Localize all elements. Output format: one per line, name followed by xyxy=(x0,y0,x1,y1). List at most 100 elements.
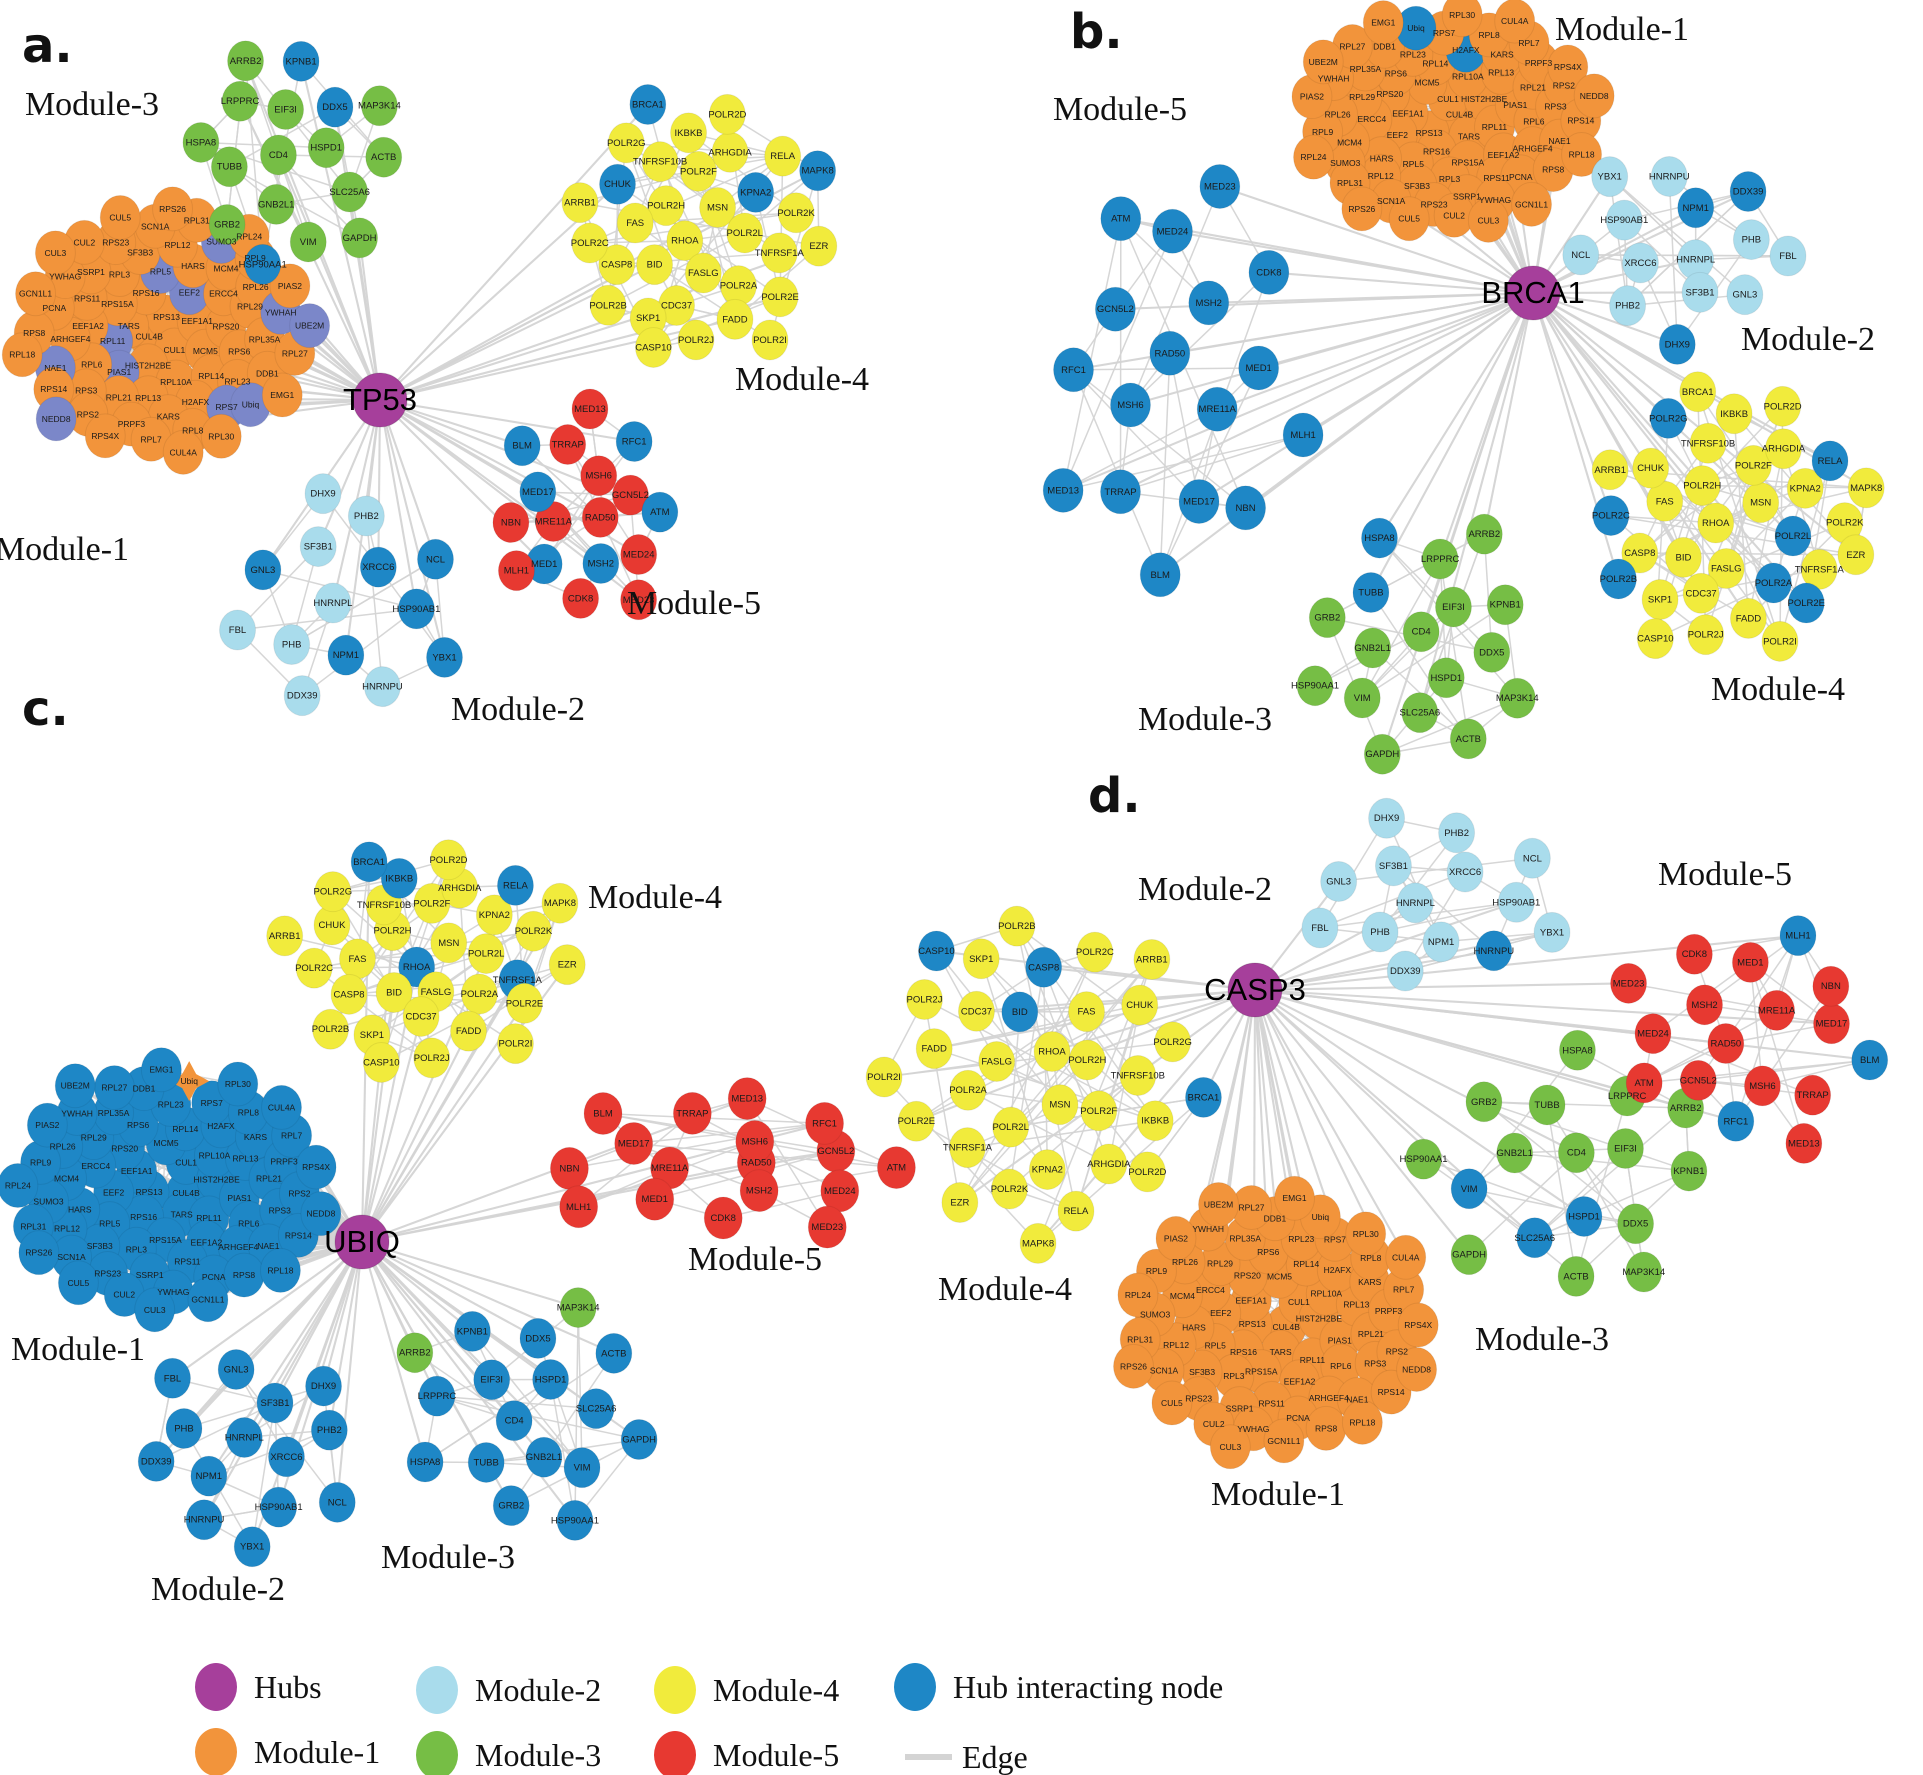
edge xyxy=(723,1190,840,1219)
node-vim xyxy=(289,221,327,263)
node-label-rps13: RPS13 xyxy=(1239,1319,1266,1329)
node-label-ddx39: DDX39 xyxy=(1733,187,1764,198)
node-label-ercc4: ERCC4 xyxy=(1357,114,1386,124)
node-polr2a xyxy=(949,1069,987,1111)
node-polr2c xyxy=(571,222,609,264)
node-label-ercc4: ERCC4 xyxy=(209,289,238,299)
node-label-rps13: RPS13 xyxy=(153,312,180,322)
node-label-polr2k: POLR2K xyxy=(515,926,553,937)
node-lrpprc xyxy=(418,1375,456,1417)
node-atm xyxy=(1100,196,1142,242)
node-label-med23: MED23 xyxy=(623,595,655,606)
hub-edge xyxy=(1254,949,1495,992)
node-label-rpl14: RPL14 xyxy=(172,1124,198,1134)
node-brca1 xyxy=(629,83,667,125)
hub-node-ubiq xyxy=(334,1214,390,1270)
node-label-mlh1: MLH1 xyxy=(1290,430,1315,441)
node-label-chuk: CHUK xyxy=(1637,463,1665,474)
node-slc25a6 xyxy=(577,1388,615,1430)
node-label-rps7: RPS7 xyxy=(216,402,238,412)
node-label-med13: MED13 xyxy=(574,404,606,415)
node-label-rpl31: RPL31 xyxy=(184,215,210,225)
node-rad50 xyxy=(1149,330,1191,376)
node-label-rpl30: RPL30 xyxy=(1449,10,1475,20)
node-label-rps6: RPS6 xyxy=(127,1120,149,1130)
node-hsp90ab1 xyxy=(1605,199,1643,241)
node-actb xyxy=(595,1332,633,1374)
hub-label-brca1: BRCA1 xyxy=(1481,275,1584,310)
node-hspa8 xyxy=(182,121,220,163)
node-ube2m xyxy=(1302,39,1344,85)
node-rpl30 xyxy=(217,1061,259,1107)
node-label-chuk: CHUK xyxy=(1126,1000,1154,1011)
node-mre11a xyxy=(1196,386,1238,432)
node-label-vim: VIM xyxy=(574,1463,591,1474)
hub-edge xyxy=(1062,292,1534,492)
node-label-hspa8: HSPA8 xyxy=(1562,1045,1592,1056)
node-casp10 xyxy=(917,930,955,972)
node-label-polr2b: POLR2B xyxy=(998,921,1036,932)
node-label-pcna: PCNA xyxy=(43,303,67,313)
node-ddx5 xyxy=(1617,1203,1655,1245)
node-label-tubb: TUBB xyxy=(217,162,242,173)
node-label-rpl14: RPL14 xyxy=(1422,58,1448,68)
node-label-fadd: FADD xyxy=(722,314,747,325)
node-rpl24 xyxy=(1117,1272,1159,1318)
node-hsp90aa1 xyxy=(1405,1138,1443,1180)
node-hsp90aa1 xyxy=(244,243,282,285)
node-label-gnb2l1: GNB2L1 xyxy=(258,199,294,210)
legend-swatch-module-4 xyxy=(654,1666,696,1714)
node-cul5 xyxy=(1151,1380,1193,1426)
node-label-faslg: FASLG xyxy=(421,987,452,998)
node-label-rfc1: RFC1 xyxy=(812,1118,837,1129)
node-label-polr2j: POLR2J xyxy=(414,1053,450,1064)
node-label-polr2h: POLR2H xyxy=(647,201,685,212)
legend-swatch-module-5 xyxy=(654,1731,696,1775)
node-gnb2l1 xyxy=(1354,627,1392,669)
node-label-gapdh: GAPDH xyxy=(1452,1250,1486,1261)
node-sf3b1 xyxy=(1374,845,1412,887)
node-rhoa xyxy=(666,220,704,262)
node-dhx9 xyxy=(304,473,342,515)
node-label-map3k14: MAP3K14 xyxy=(1496,693,1539,704)
node-label-vim: VIM xyxy=(1461,1184,1478,1195)
hub-edge xyxy=(1159,292,1534,576)
node-label-ywhag: YWHAG xyxy=(157,1287,189,1297)
legend-label-module-4: Module-4 xyxy=(713,1672,839,1708)
node-blm xyxy=(583,1092,623,1136)
node-label-gcn5l2: GCN5L2 xyxy=(612,490,649,501)
node-label-dhx9: DHX9 xyxy=(310,489,335,500)
edge xyxy=(1370,592,1469,740)
node-mlh1 xyxy=(497,550,535,592)
node-label-pcna: PCNA xyxy=(1509,172,1533,182)
node-ybx1 xyxy=(1533,911,1571,953)
hub-edge xyxy=(361,1241,539,1340)
node-label-msn: MSN xyxy=(1750,498,1771,509)
node-label-nedd8: NEDD8 xyxy=(42,414,71,424)
node-blm xyxy=(503,425,541,467)
hub-edge xyxy=(1532,258,1696,295)
node-label-rpl12: RPL12 xyxy=(164,240,190,250)
node-label-rpl5: RPL5 xyxy=(1403,159,1425,169)
edge xyxy=(510,1352,615,1507)
node-label-rps26: RPS26 xyxy=(1348,204,1375,214)
node-label-kars: KARS xyxy=(1491,49,1514,59)
node-label-rps14: RPS14 xyxy=(285,1230,312,1240)
node-label-cdc37: CDC37 xyxy=(661,300,692,311)
node-label-ikbkb: IKBKB xyxy=(675,128,703,139)
node-label-rpl12: RPL12 xyxy=(1368,171,1394,181)
node-phb2 xyxy=(1609,285,1647,327)
node-polr2a xyxy=(1754,562,1792,604)
node-grb2 xyxy=(1308,597,1346,639)
node-label-eif3i: EIF3I xyxy=(1614,1143,1637,1154)
node-label-rps11: RPS11 xyxy=(174,1257,201,1267)
module-label-a-module-3: Module-3 xyxy=(25,86,159,123)
node-vim xyxy=(1343,677,1381,719)
node-polr2i xyxy=(496,1023,534,1065)
edge xyxy=(653,296,781,349)
node-label-polr2h: POLR2H xyxy=(1068,1055,1106,1066)
node-label-gcn5l2: GCN5L2 xyxy=(817,1146,854,1157)
edge xyxy=(1385,817,1442,943)
node-label-ube2m: UBE2M xyxy=(1204,1200,1233,1210)
node-fas xyxy=(1068,991,1106,1033)
